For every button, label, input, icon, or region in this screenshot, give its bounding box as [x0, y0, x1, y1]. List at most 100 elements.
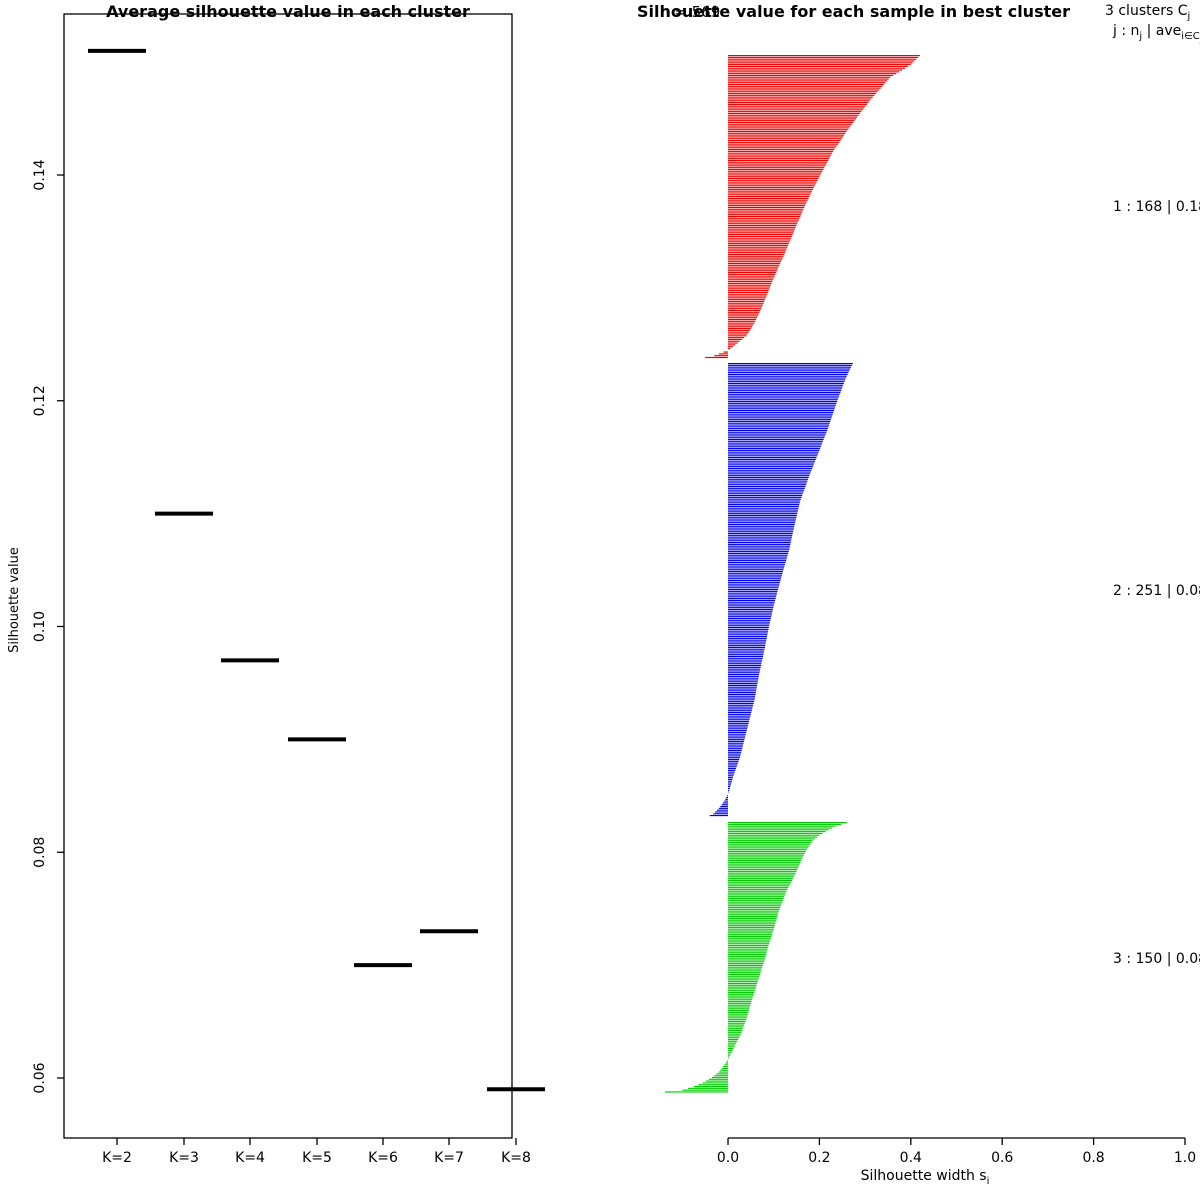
silhouette-bar	[728, 713, 751, 715]
silhouette-bar	[728, 952, 767, 954]
silhouette-bar	[728, 1037, 739, 1039]
silhouette-bar	[728, 574, 782, 576]
x-tick-label: K=6	[368, 1150, 398, 1166]
silhouette-bar	[728, 252, 786, 254]
silhouette-bar	[728, 338, 742, 341]
silhouette-bar	[728, 964, 763, 966]
silhouette-bar	[728, 697, 755, 699]
silhouette-bar	[728, 404, 836, 406]
silhouette-bar	[728, 516, 797, 518]
silhouette-bar	[728, 766, 737, 768]
right-xaxis-label: Silhouette width si	[860, 1168, 990, 1187]
cluster-3-bars	[664, 822, 847, 1093]
silhouette-bar	[728, 872, 796, 874]
silhouette-bar	[728, 1002, 751, 1004]
silhouette-bar	[728, 141, 840, 143]
silhouette-bar	[728, 545, 791, 547]
silhouette-bar	[728, 159, 829, 162]
silhouette-bar	[728, 87, 881, 89]
silhouette-bar	[726, 796, 728, 799]
silhouette-bar	[728, 168, 824, 171]
silhouette-bar	[728, 235, 792, 237]
silhouette-bar	[728, 114, 859, 116]
silhouette-bar	[728, 520, 796, 522]
silhouette-bar	[728, 1011, 749, 1013]
silhouette-bar	[728, 437, 825, 439]
silhouette-bar	[728, 923, 776, 925]
silhouette-bar	[728, 903, 782, 905]
silhouette-bar	[728, 532, 793, 535]
silhouette-sample-chart: 0.0 0.2 0.4 0.6 0.8 1.0	[664, 55, 1196, 1166]
silhouette-bar	[728, 778, 733, 780]
silhouette-bar	[728, 375, 847, 377]
silhouette-bar	[728, 426, 829, 428]
silhouette-bar	[728, 179, 818, 181]
silhouette-bar	[728, 381, 845, 383]
silhouette-bar	[728, 628, 769, 630]
silhouette-bar	[728, 91, 878, 93]
silhouette-bar	[728, 896, 785, 898]
silhouette-bar	[728, 494, 803, 497]
silhouette-bar	[728, 1004, 751, 1006]
silhouette-bar	[728, 496, 802, 498]
silhouette-bar	[728, 748, 743, 750]
silhouette-bar	[728, 594, 777, 596]
silhouette-bar	[728, 757, 740, 759]
silhouette-bar	[728, 666, 761, 668]
silhouette-bar	[728, 1033, 741, 1035]
silhouette-bar	[728, 190, 813, 192]
silhouette-bar	[728, 347, 731, 350]
silhouette-bar	[728, 616, 772, 618]
silhouette-bar	[728, 197, 809, 199]
silhouette-bar	[728, 469, 812, 471]
silhouette-bar	[728, 255, 784, 257]
silhouette-bar	[728, 592, 778, 594]
silhouette-bar	[728, 185, 815, 187]
silhouette-bar	[728, 673, 760, 676]
silhouette-bar	[728, 728, 748, 730]
silhouette-bar	[728, 449, 820, 451]
silhouette-bar	[726, 1060, 728, 1062]
silhouette-bar	[728, 309, 761, 312]
silhouette-bar	[728, 626, 769, 629]
silhouette-bar	[728, 279, 773, 281]
silhouette-bar	[728, 505, 799, 507]
silhouette-bar	[728, 881, 792, 883]
silhouette-bar	[728, 701, 755, 703]
silhouette-bar	[728, 1028, 743, 1030]
silhouette-bar	[728, 858, 803, 860]
silhouette-bar	[728, 565, 785, 567]
silhouette-bar	[728, 993, 754, 995]
silhouette-bar	[728, 485, 806, 488]
silhouette-bar	[728, 491, 804, 493]
silhouette-bar	[728, 226, 796, 228]
silhouette-bar	[728, 908, 780, 910]
silhouette-bar	[728, 103, 867, 105]
silhouette-bar	[728, 1044, 736, 1046]
silhouette-bar	[728, 937, 771, 939]
silhouette-bar	[721, 804, 728, 806]
silhouette-bar	[728, 112, 861, 115]
silhouette-bar	[728, 302, 764, 304]
silhouette-bar	[728, 859, 802, 862]
silhouette-bar	[728, 60, 915, 62]
silhouette-bar	[728, 916, 778, 918]
silhouette-bar	[728, 975, 760, 977]
silhouette-bar	[728, 722, 749, 724]
silhouette-bar	[728, 55, 920, 57]
silhouette-bar	[728, 944, 769, 947]
silhouette-bar	[728, 782, 732, 784]
silhouette-bar	[728, 130, 847, 133]
silhouette-bar	[728, 224, 797, 227]
silhouette-bar	[728, 914, 778, 916]
silhouette-bar	[728, 764, 738, 766]
silhouette-bar	[728, 476, 809, 479]
silhouette-bar	[728, 587, 779, 589]
silhouette-bar	[728, 995, 754, 997]
silhouette-bar	[728, 333, 748, 335]
silhouette-bar	[728, 610, 773, 612]
silhouette-bar	[728, 645, 766, 647]
silhouette-bar	[728, 372, 849, 374]
silhouette-bar	[728, 865, 799, 867]
silhouette-bar	[728, 572, 783, 574]
